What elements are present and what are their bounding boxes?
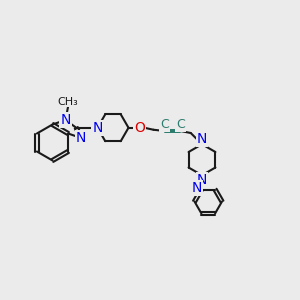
Text: C: C — [160, 118, 169, 130]
Text: N: N — [192, 181, 202, 195]
Text: N: N — [92, 121, 103, 135]
Text: CH₃: CH₃ — [58, 97, 78, 106]
Text: N: N — [76, 131, 86, 145]
Text: N: N — [60, 113, 71, 127]
Text: O: O — [134, 121, 145, 135]
Text: N: N — [197, 132, 207, 146]
Text: N: N — [197, 173, 207, 187]
Text: C: C — [176, 118, 185, 130]
